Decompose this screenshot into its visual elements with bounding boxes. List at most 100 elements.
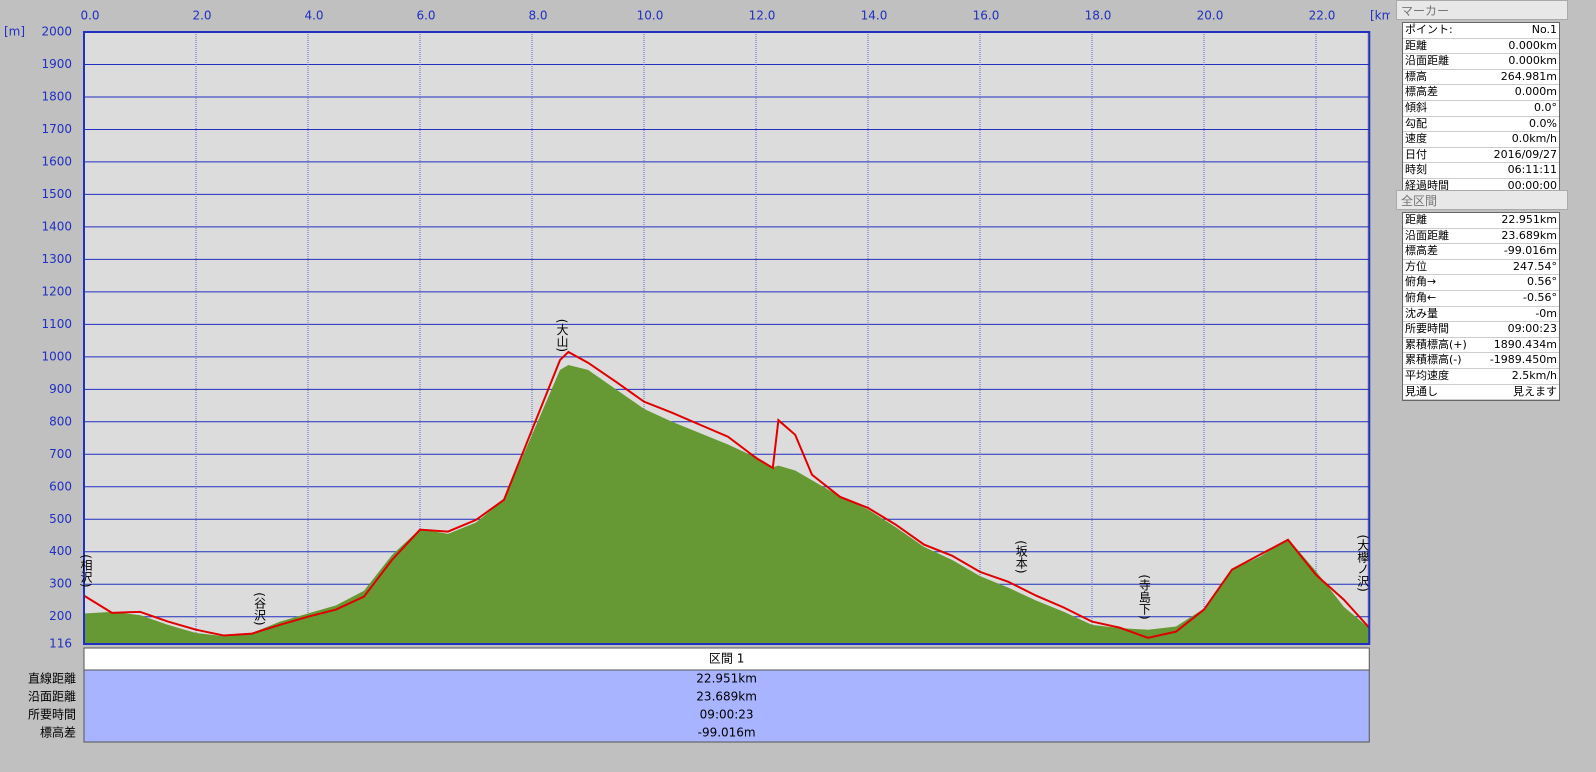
row-key: 標高差 <box>1405 85 1438 99</box>
place-label: (大欅ノ沢) <box>1356 534 1370 591</box>
panel-row: 累積標高(+) 1890.434m <box>1403 338 1559 354</box>
y-tick-label: 700 <box>49 447 72 461</box>
table-body-bg <box>83 669 1370 743</box>
y-tick-label: 1700 <box>41 122 72 136</box>
y-tick-label: 500 <box>49 512 72 526</box>
x-tick-label: 6.0 <box>416 9 435 23</box>
row-key: 日付 <box>1405 147 1427 161</box>
track-line <box>83 350 1371 639</box>
panel-row: 沿面距離 0.000km <box>1403 54 1559 70</box>
panel-row: 累積標高(-) -1989.450m <box>1403 353 1559 369</box>
row-val: -1989.450m <box>1489 353 1557 367</box>
panel-title: マーカー <box>1396 0 1568 20</box>
row-val: 1890.434m <box>1493 337 1557 351</box>
row-label: 標高差 <box>40 725 76 740</box>
panel-row: 俯角← -0.56° <box>1403 291 1559 307</box>
row-key: 所要時間 <box>1405 322 1449 336</box>
x-tick-label: 20.0 <box>1197 9 1224 23</box>
row-val: 0.000km <box>1508 38 1557 52</box>
row-val: 00:00:00 <box>1507 178 1557 192</box>
panel-row: 速度 0.0km/h <box>1403 132 1559 148</box>
row-val: 06:11:11 <box>1507 163 1557 177</box>
panel-row: 沈み量 -0m <box>1403 307 1559 323</box>
panel-row: 平均速度 2.5km/h <box>1403 369 1559 385</box>
panel-row: 距離 22.951km <box>1403 213 1559 229</box>
row-value: 09:00:23 <box>700 708 754 722</box>
panel-row: 傾斜 0.0° <box>1403 101 1559 117</box>
panel-row: 標高差 -99.016m <box>1403 244 1559 260</box>
row-key: 累積標高(+) <box>1405 337 1467 351</box>
x-tick-label: 16.0 <box>973 9 1000 23</box>
x-tick-label: 4.0 <box>304 9 323 23</box>
panel-title: 全区間 <box>1396 190 1568 210</box>
row-key: 傾斜 <box>1405 100 1427 114</box>
row-val: 23.689km <box>1501 228 1557 242</box>
panel-row: 標高差 0.000m <box>1403 85 1559 101</box>
total-panel: 全区間距離 22.951km 沿面距離 23.689km 標高差 -99.016m 方位 24… <box>1396 190 1568 402</box>
row-key: 方位 <box>1405 259 1427 273</box>
row-key: 平均速度 <box>1405 368 1449 382</box>
row-val: 0.0° <box>1534 100 1557 114</box>
row-key: 標高差 <box>1405 244 1438 258</box>
x-tick-label: 22.0 <box>1309 9 1336 23</box>
place-label: (相沢) <box>79 554 93 587</box>
row-label: 所要時間 <box>28 708 76 722</box>
panel-row: 所要時間 09:00:23 <box>1403 322 1559 338</box>
row-key: 標高 <box>1405 69 1427 83</box>
x-tick-label: 14.0 <box>861 9 888 23</box>
place-label: (谷沢) <box>253 592 267 625</box>
y-tick-label: 2000 <box>41 25 72 39</box>
y-tick-label: 1800 <box>41 89 72 103</box>
row-val: 22.951km <box>1501 213 1557 226</box>
y-tick-label: 600 <box>49 479 72 493</box>
row-key: 沿面距離 <box>1405 228 1449 242</box>
plot-border <box>83 31 1371 645</box>
row-val: 0.56° <box>1527 275 1557 289</box>
terrain-area <box>84 364 1370 644</box>
y-tick-label: 900 <box>49 382 72 396</box>
y-tick-label: 1100 <box>41 317 72 331</box>
x-tick-label: 8.0 <box>528 9 547 23</box>
row-value: -99.016m <box>698 726 756 740</box>
y-tick-label: 400 <box>49 544 72 558</box>
x-tick-label: 10.0 <box>637 9 664 23</box>
row-val: 2.5km/h <box>1511 368 1557 382</box>
row-val: 09:00:23 <box>1507 322 1557 336</box>
y-tick-label: 1000 <box>41 349 72 363</box>
row-key: 距離 <box>1405 38 1427 52</box>
panel-row: 方位 247.54° <box>1403 260 1559 276</box>
panel-row: 沿面距離 23.689km <box>1403 229 1559 245</box>
row-val: 0.0km/h <box>1511 132 1557 146</box>
panel-row: ポイント: No.1 <box>1403 23 1559 39</box>
y-tick-label: 1900 <box>41 57 72 71</box>
row-key: ポイント: <box>1405 23 1453 36</box>
row-label: 沿面距離 <box>28 690 76 704</box>
row-val: 見えます <box>1513 384 1557 398</box>
row-val: 264.981m <box>1500 69 1557 83</box>
row-val: -99.016m <box>1503 244 1557 258</box>
marker-panel: マーカーポイント: No.1 距離 0.000km 沿面距離 0.000km 標高 264.9… <box>1396 0 1568 196</box>
x-tick-label: 0.0 <box>80 9 99 23</box>
row-key: 俯角→ <box>1405 275 1437 289</box>
row-key: 勾配 <box>1405 116 1427 130</box>
panel-row: 日付 2016/09/27 <box>1403 148 1559 164</box>
row-key: 沈み量 <box>1405 306 1438 320</box>
y-unit: [m] <box>4 25 25 39</box>
y-tick-label: 1300 <box>41 252 72 266</box>
row-val: 0.0% <box>1529 116 1557 130</box>
x-tick-label: 2.0 <box>192 9 211 23</box>
place-label: (寺島下) <box>1137 574 1151 619</box>
panel-row: 時刻 06:11:11 <box>1403 163 1559 179</box>
panel-row: 勾配 0.0% <box>1403 117 1559 133</box>
panel-body: 距離 22.951km 沿面距離 23.689km 標高差 -99.016m 方位 247.5… <box>1402 212 1560 402</box>
row-label: 直線距離 <box>28 671 76 686</box>
row-key: 経過時間 <box>1405 178 1449 192</box>
row-key: 見通し <box>1405 384 1438 398</box>
row-val: 0.000m <box>1514 85 1557 99</box>
row-val: No.1 <box>1531 23 1557 36</box>
y-tick-label: 800 <box>49 414 72 428</box>
y-tick-label: 200 <box>49 609 72 623</box>
panel-row: 見通し 見えます <box>1403 385 1559 401</box>
row-key: 沿面距離 <box>1405 54 1449 68</box>
